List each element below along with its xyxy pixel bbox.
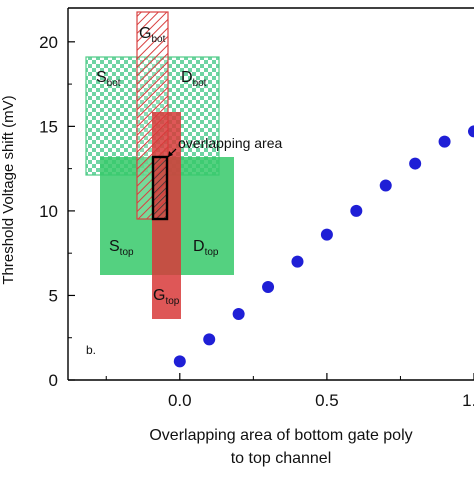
y-tick-label: 10 xyxy=(39,202,58,221)
data-point xyxy=(232,308,245,321)
overlap-hatch xyxy=(152,157,168,219)
data-point xyxy=(173,355,186,368)
overlap-annotation: overlapping area xyxy=(178,135,283,151)
x-axis-label: Overlapping area of bottom gate poly xyxy=(149,427,412,444)
data-point xyxy=(409,157,422,170)
data-point xyxy=(262,281,275,293)
y-tick-label: 5 xyxy=(49,286,58,305)
label-s-top: Stop xyxy=(109,238,134,258)
data-point xyxy=(203,333,216,346)
device-inset: Gbot Sbot Dbot Stop Dtop Gtop overlappin… xyxy=(85,11,283,319)
label-d-bot: Dbot xyxy=(181,69,207,89)
label-s-bot: Sbot xyxy=(96,69,121,89)
x-tick-label: 1.0 xyxy=(462,391,474,410)
x-axis-label-line2: to top channel xyxy=(231,450,332,467)
axes: 0 5 10 15 20 0.0 0.5 1.0 xyxy=(39,7,474,410)
overlap-arrow-head xyxy=(168,151,173,157)
y-tick-label: 0 xyxy=(49,371,58,390)
data-point xyxy=(468,125,474,138)
y-tick-label: 15 xyxy=(39,117,58,136)
overlap-box xyxy=(151,155,169,221)
data-point xyxy=(320,228,333,241)
x-tick-label: 0.5 xyxy=(315,391,339,410)
data-points xyxy=(173,125,474,368)
x-tick-label: 0.0 xyxy=(168,391,192,410)
data-point xyxy=(291,255,304,268)
y-tick-label: 20 xyxy=(39,33,58,52)
label-d-top: Dtop xyxy=(193,238,219,258)
data-point xyxy=(438,135,451,148)
data-point xyxy=(350,204,363,217)
y-axis-label: Threshold Voltage shift (mV) xyxy=(0,95,17,284)
panel-label: b. xyxy=(86,343,96,357)
label-g-bot: Gbot xyxy=(139,25,166,45)
label-g-top: Gtop xyxy=(153,287,180,307)
data-point xyxy=(379,179,392,192)
